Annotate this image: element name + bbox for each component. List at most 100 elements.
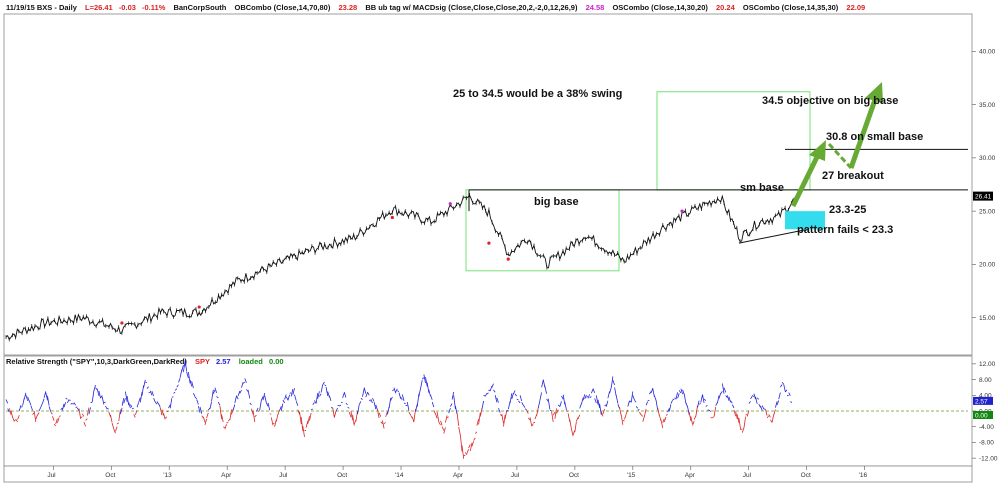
rs-segment (571, 429, 574, 437)
price-line (5, 194, 799, 341)
rs-segment (40, 402, 43, 408)
rs-segment (730, 400, 733, 404)
rs-segment (48, 406, 52, 412)
x-tick-label: Jul (511, 472, 520, 479)
rs-segment (640, 414, 644, 417)
price-y-tick-label: 40.00 (979, 49, 996, 56)
rs-segment (740, 428, 743, 431)
price-y-tick-label: 25.00 (979, 208, 996, 215)
projection-arrows (790, 82, 883, 208)
rs-segment (668, 404, 672, 412)
rs-segment (282, 399, 285, 404)
rs-segment (382, 420, 385, 429)
rs-segment (189, 379, 193, 387)
signal-dot (390, 215, 394, 220)
rs-segment (395, 388, 398, 393)
rs-segment (627, 400, 630, 407)
rs-segment (65, 397, 68, 400)
rs-segment (518, 400, 521, 404)
rs-segment (431, 401, 435, 408)
rs-segment (136, 402, 140, 408)
x-tick-label: Jul (47, 472, 56, 479)
price-series (5, 193, 799, 342)
rs-segment (456, 412, 460, 426)
rs-segment (237, 390, 241, 397)
rs-segment (448, 407, 451, 414)
rs-header-loaded-label: loaded (239, 357, 264, 366)
rs-segment (383, 422, 386, 424)
time-axis-frame (3, 465, 973, 483)
rs-segment (378, 412, 382, 417)
rs-header: Relative Strength ("SPY",10,3,DarkGreen,… (6, 357, 284, 366)
rs-segment (333, 410, 337, 418)
rs-segment (584, 394, 587, 400)
rs-segment (604, 404, 607, 407)
rs-segment (241, 382, 244, 388)
rs-segment (708, 409, 711, 412)
rs-segment (43, 391, 47, 398)
rs-segment (499, 414, 503, 417)
rs-segment (722, 383, 725, 394)
rs-segment (93, 384, 96, 392)
rs-segment (748, 401, 751, 404)
signal-dot (506, 257, 510, 261)
rs-segment (373, 402, 377, 410)
rs-segment (88, 407, 91, 415)
rs-segment (317, 391, 320, 399)
rs-segment (224, 424, 227, 430)
rs-segment (589, 396, 592, 399)
loaded-badge: 0.00 (973, 411, 993, 420)
rs-segment (101, 396, 105, 405)
rs-segment (783, 384, 786, 393)
rs-segment (223, 426, 226, 428)
rs-segment (279, 406, 282, 411)
rs-segment (564, 401, 567, 411)
rs-segment (76, 407, 80, 411)
rs-segment (290, 388, 294, 397)
rs-segment (481, 400, 484, 410)
rs-segment (27, 396, 30, 402)
rs-segment (259, 399, 262, 411)
rs-segment (274, 419, 277, 427)
header-company: BanCorpSouth (173, 3, 226, 12)
price-y-tick-label: 15.00 (979, 315, 996, 322)
rs-segment (252, 410, 256, 422)
rs-segment (30, 405, 33, 411)
rs-segment (745, 413, 748, 416)
rs-segment (458, 426, 461, 436)
rs-segment (265, 402, 269, 407)
rs-segment (645, 401, 649, 406)
rs-y-tick-label: -8.00 (979, 440, 994, 447)
rs-segment (62, 403, 65, 411)
rs-segment (581, 397, 584, 405)
rs-segment (438, 421, 441, 426)
rs-segment (441, 426, 445, 431)
rs-segment (45, 392, 48, 401)
rs-segment (267, 402, 271, 411)
rs-segment (663, 416, 667, 423)
rs-segment (476, 418, 479, 426)
rs-segment (511, 392, 514, 400)
rs-segment (329, 395, 332, 402)
rs-segment (753, 393, 756, 400)
last-price-badge: 26.41 (973, 191, 993, 201)
rs-segment (121, 398, 125, 406)
rs-segment (761, 405, 765, 410)
rs-segment (790, 401, 793, 403)
rs-segment (523, 404, 526, 408)
rs-segment (327, 391, 330, 398)
rs-segment (339, 404, 342, 407)
rs-segment (430, 394, 433, 400)
rs-segment (592, 388, 596, 394)
last-price-badge-text: 26.41 (975, 193, 992, 200)
rs-segment (702, 394, 705, 403)
rs-segment (169, 398, 173, 409)
rs-segment (98, 390, 101, 399)
rs-segment (319, 393, 322, 397)
rs-segment (193, 393, 196, 397)
rs-segment (680, 388, 683, 395)
rs-segment (52, 416, 55, 421)
rs-segment (91, 390, 95, 403)
header-symbol: 11/19/15 BXS - Daily (6, 3, 78, 12)
rs-y-tick-label: -4.00 (979, 424, 994, 431)
